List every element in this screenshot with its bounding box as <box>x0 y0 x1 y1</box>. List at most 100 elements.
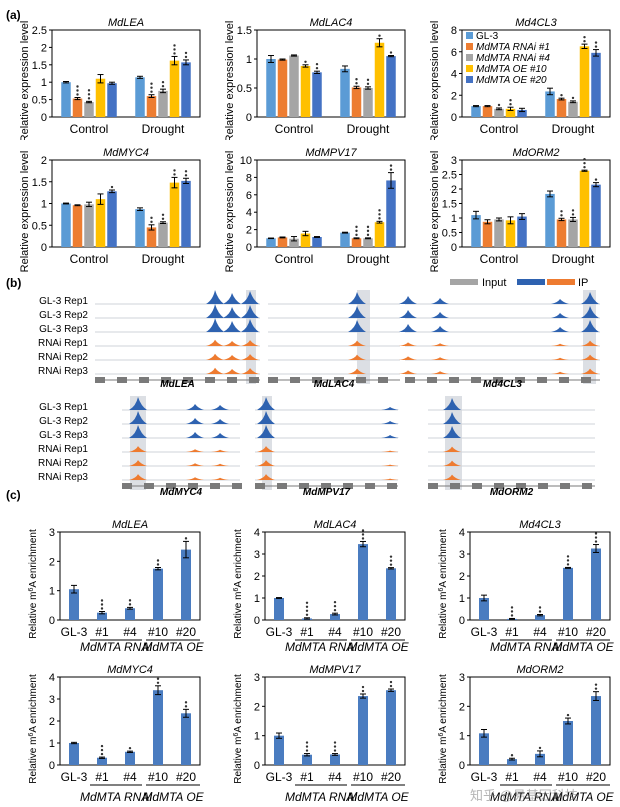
significance-star <box>184 51 188 55</box>
legend-swatch <box>466 54 473 61</box>
gene-model-exon <box>95 377 105 383</box>
track-label: RNAi Rep1 <box>38 444 88 455</box>
coverage-peak <box>443 460 461 466</box>
gene-model-exon <box>471 377 481 383</box>
chart-title: MdLEA <box>112 519 148 531</box>
coverage-peak <box>581 320 599 332</box>
coverage-peak <box>581 354 599 360</box>
coverage-peak <box>223 369 241 374</box>
significance-star <box>583 39 586 43</box>
coverage-peak <box>348 340 366 346</box>
y-tick-label: 2.5 <box>32 25 47 37</box>
coverage-peak <box>431 343 449 346</box>
significance-star <box>583 161 586 165</box>
x-tick-label: #20 <box>381 770 401 784</box>
significance-star <box>305 613 309 616</box>
coverage-peak <box>211 419 229 424</box>
significance-star <box>389 51 393 54</box>
gene-model-exon <box>321 483 331 489</box>
gene-name: MdMYC4 <box>160 487 203 498</box>
bar <box>386 56 396 117</box>
significance-star <box>378 209 381 212</box>
gene-model-exon <box>559 377 569 383</box>
plot-frame <box>256 29 406 118</box>
y-tick-label: 8 <box>246 172 252 184</box>
bar <box>579 170 590 247</box>
coverage-peak <box>348 354 366 360</box>
significance-star <box>366 225 370 229</box>
significance-star <box>100 752 104 756</box>
coverage-peak <box>241 354 259 360</box>
igv-track-panel: Input IP GL-3 Rep1 GL-3 Rep2 GL-3 Rep3 RNAi R… <box>38 277 600 498</box>
gene-model-exon <box>472 483 482 489</box>
bar <box>169 60 180 117</box>
x-tick-label: GL-3 <box>471 625 498 639</box>
track-label: GL-3 Rep2 <box>39 310 88 321</box>
coverage-peak <box>211 405 229 410</box>
y-axis-label: Relative expression level <box>224 21 236 140</box>
y-tick-label: 1 <box>254 593 260 605</box>
x-tick-label: Drought <box>347 122 390 136</box>
bar <box>181 713 191 765</box>
significance-star <box>366 233 370 237</box>
y-tick-label: 2 <box>451 184 457 196</box>
gene-model-exon <box>166 483 176 489</box>
y-tick-label: 3 <box>49 527 55 539</box>
coverage-peak <box>241 291 259 304</box>
track-label: GL-3 Rep3 <box>39 430 88 441</box>
bar <box>146 227 157 247</box>
coverage-peak <box>348 306 366 318</box>
y-tick-label: 6 <box>451 47 457 59</box>
coverage-peak <box>186 432 204 438</box>
bar <box>568 101 578 117</box>
chart-title: MdMYC4 <box>107 664 153 676</box>
bar <box>277 59 288 117</box>
bar <box>545 193 555 247</box>
bar <box>146 96 157 117</box>
significance-star <box>150 86 153 89</box>
chart-title: MdLAC4 <box>314 519 357 531</box>
peak-highlight <box>262 396 272 490</box>
x-tick-label: Drought <box>347 252 390 266</box>
legend-label: MdMTA OE #20 <box>476 75 547 86</box>
y-tick-label: 1 <box>49 738 55 750</box>
bar <box>330 754 340 765</box>
significance-star <box>566 555 570 558</box>
x-tick-label: #20 <box>176 625 196 639</box>
y-tick-label: 2 <box>49 556 55 568</box>
coverage-peak <box>129 411 147 424</box>
x-tick-label: #10 <box>558 625 578 639</box>
x-tick-label: #1 <box>95 770 109 784</box>
group-label: MdMTA OE <box>142 790 204 804</box>
y-tick-label: 2 <box>49 716 55 728</box>
significance-star <box>571 209 575 212</box>
significance-star <box>128 746 132 750</box>
significance-star <box>184 537 188 540</box>
coverage-peak <box>186 477 204 480</box>
y-tick-label: 0 <box>254 760 260 772</box>
significance-star <box>100 748 104 752</box>
significance-star <box>355 82 358 85</box>
significance-star <box>510 606 514 609</box>
gene-model-exon <box>161 377 171 383</box>
x-tick-label: Drought <box>142 252 185 266</box>
chart-a-mdorm2: 0 0.5 1 1.5 2 2.5 3 MdORM2 Relative expression l… <box>429 147 611 272</box>
coverage-peak <box>206 304 224 318</box>
significance-star <box>355 78 358 81</box>
y-tick-label: 1.5 <box>442 199 457 211</box>
y-tick-label: 1 <box>254 731 260 743</box>
gene-model-exon <box>449 377 459 383</box>
x-tick-label: #20 <box>381 625 401 639</box>
y-tick-label: 4 <box>451 69 457 81</box>
bar <box>517 109 527 117</box>
x-tick-label: Control <box>480 252 519 266</box>
coverage-peak <box>443 398 461 410</box>
significance-star <box>594 536 598 539</box>
bar <box>494 108 504 117</box>
significance-star <box>184 701 188 704</box>
significance-star <box>305 609 309 612</box>
coverage-peak <box>551 357 569 360</box>
gene-model-exon <box>387 483 397 489</box>
significance-star <box>333 604 337 608</box>
panel-label-b: (b) <box>6 276 22 290</box>
